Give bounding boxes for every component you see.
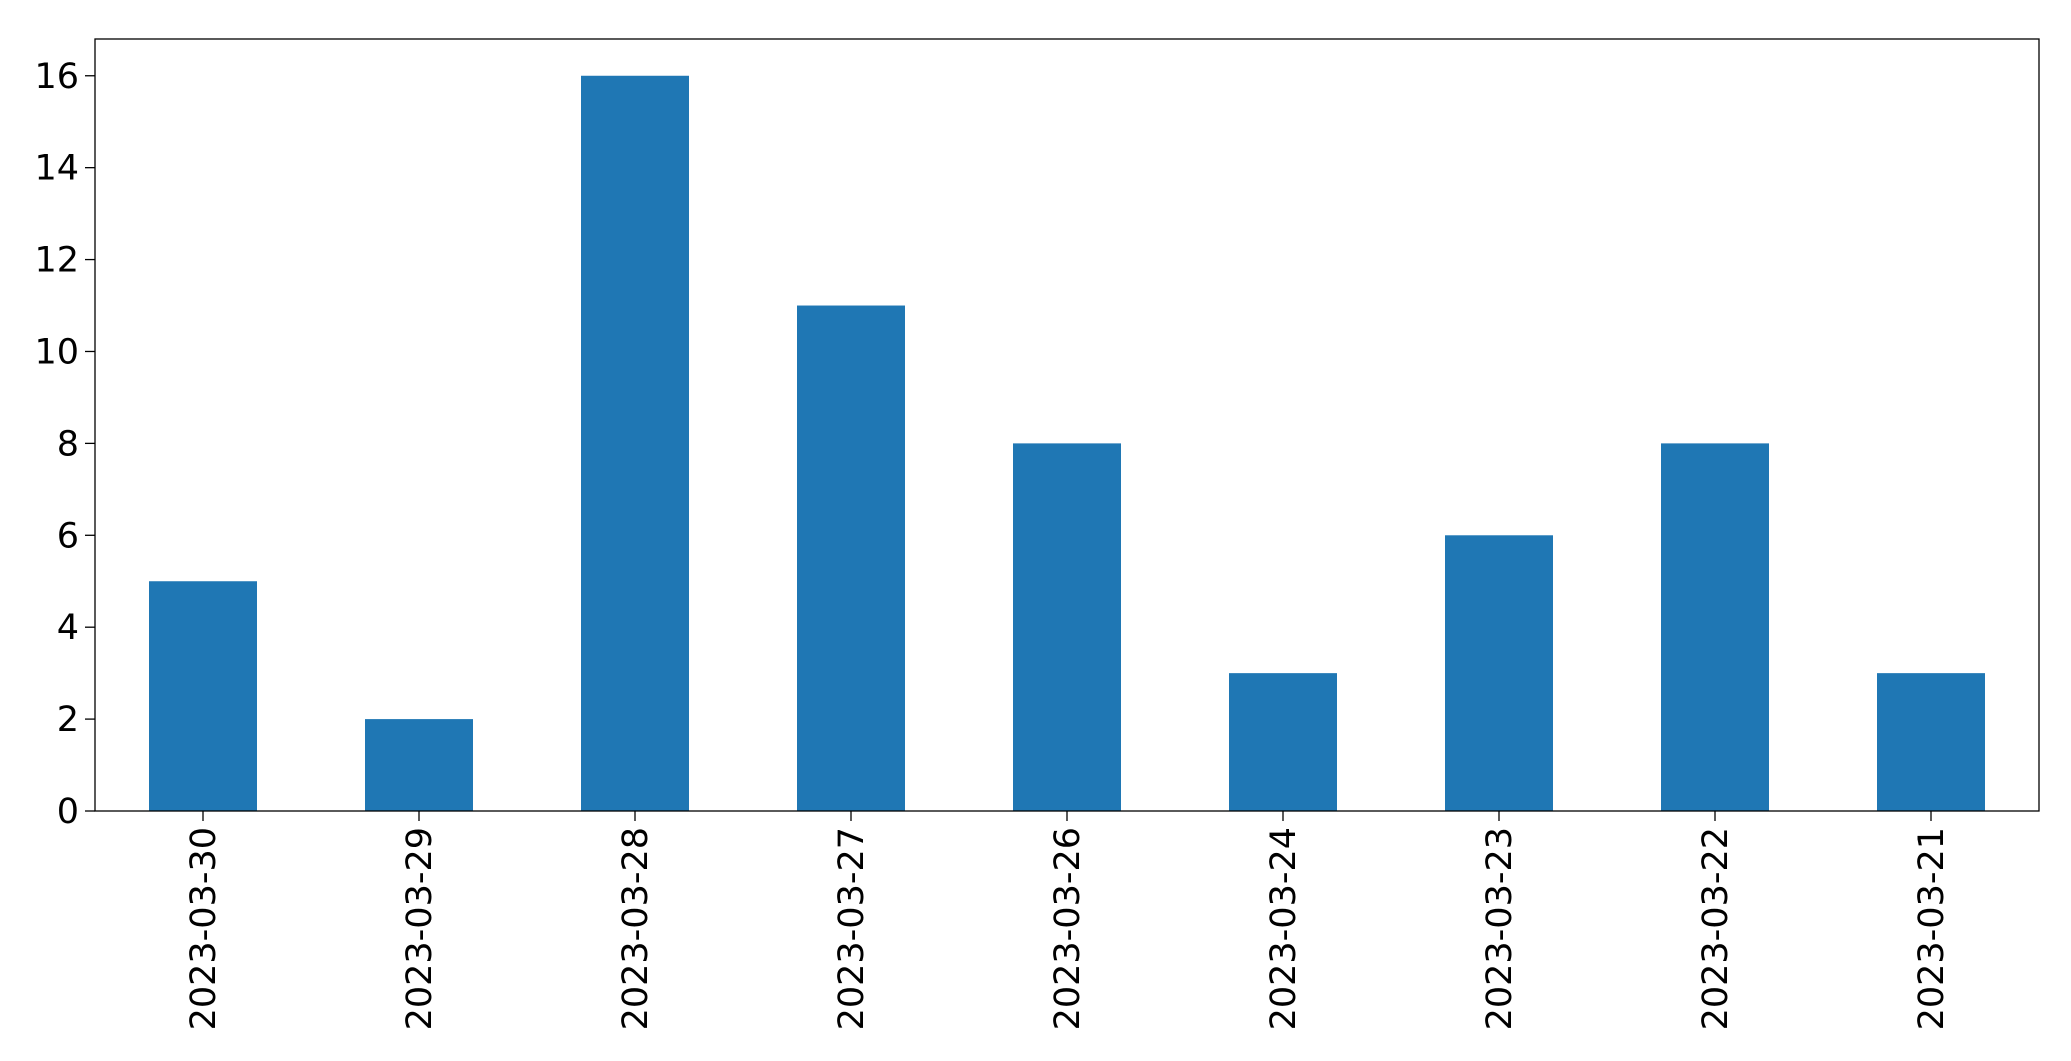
x-tick-label: 2023-03-24 <box>1264 827 1304 1030</box>
bar-2023-03-24 <box>1229 673 1337 811</box>
x-tick-label: 2023-03-28 <box>616 827 656 1030</box>
bars-layer <box>149 75 1985 811</box>
x-tick-label: 2023-03-23 <box>1480 827 1520 1030</box>
y-tick-label: 0 <box>57 792 79 832</box>
y-tick-label: 10 <box>34 332 79 372</box>
y-tick-label: 12 <box>34 241 79 281</box>
y-tick-label: 14 <box>34 149 79 189</box>
bar-2023-03-28 <box>581 75 689 811</box>
plot-frame <box>94 38 2040 812</box>
bar-2023-03-26 <box>1013 443 1121 811</box>
x-tick-label: 2023-03-21 <box>1912 827 1952 1030</box>
y-tick-label: 16 <box>34 57 79 97</box>
bar-2023-03-23 <box>1445 535 1553 811</box>
y-tick-label: 4 <box>57 608 79 648</box>
y-tick-label: 2 <box>57 700 79 740</box>
x-tick-label: 2023-03-27 <box>832 827 872 1030</box>
y-tick-label: 6 <box>57 516 79 556</box>
x-tick-label: 2023-03-29 <box>400 827 440 1030</box>
bar-2023-03-21 <box>1877 673 1985 811</box>
x-tick-label: 2023-03-26 <box>1048 827 1088 1030</box>
x-tick-label: 2023-03-22 <box>1696 827 1736 1030</box>
bar-2023-03-29 <box>365 719 473 811</box>
y-tick-label: 8 <box>57 424 79 464</box>
bar-2023-03-22 <box>1661 443 1769 811</box>
bar-2023-03-27 <box>797 305 905 811</box>
x-axis: 2023-03-30 2023-03-29 2023-03-28 2023-03-27… <box>184 811 1952 1030</box>
x-tick-label: 2023-03-30 <box>184 827 224 1030</box>
bar-2023-03-30 <box>149 581 257 811</box>
y-axis: 0 2 4 6 8 10 12 14 16 <box>34 57 95 832</box>
